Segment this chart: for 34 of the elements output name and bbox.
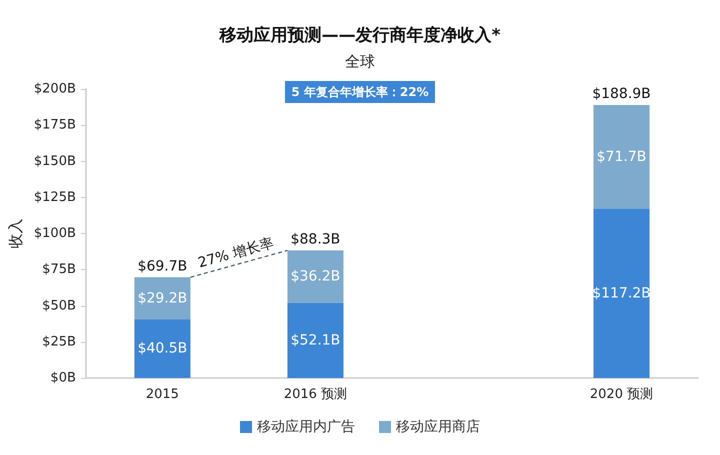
y-tick-label: $175B <box>34 118 76 133</box>
total-label: $88.3B <box>290 231 340 248</box>
bar <box>287 250 344 303</box>
y-tick-label: $125B <box>34 190 76 205</box>
y-tick-label: $50B <box>42 298 76 314</box>
bar <box>593 208 650 378</box>
bar <box>134 277 190 320</box>
total-label: $188.9B <box>592 86 651 102</box>
chart-subtitle: 全球 <box>345 52 375 70</box>
y-axis-title: 收入 <box>6 218 24 248</box>
x-tick-label: 2016 预测 <box>284 387 348 402</box>
x-tick-label: 2020 预测 <box>590 387 654 402</box>
bar <box>593 105 650 209</box>
data-label: $117.2B <box>592 285 651 302</box>
x-tick-label: 2015 <box>146 387 179 402</box>
data-label: $71.7B <box>596 148 646 165</box>
legend-label: 移动应用内广告 <box>257 419 355 435</box>
total-label: $69.7B <box>138 258 188 274</box>
annotation: 5 年复合年增长率：22% <box>291 85 429 99</box>
chart-title: 移动应用预测——发行商年度净收入* <box>218 26 501 46</box>
annotation: 27% 增长率 <box>196 235 276 272</box>
legend-label: 移动应用商店 <box>396 419 480 435</box>
bar <box>287 302 344 378</box>
data-label: $52.1B <box>290 332 340 348</box>
y-tick-label: $25B <box>42 334 76 350</box>
y-tick-label: $75B <box>42 262 76 278</box>
data-label: $40.5B <box>138 340 188 357</box>
data-label: $29.2B <box>138 290 188 306</box>
y-tick-label: $150B <box>34 154 76 169</box>
y-tick-label: $0B <box>50 370 76 386</box>
data-label: $36.2B <box>290 268 340 285</box>
y-tick-label: $100B <box>34 226 76 241</box>
bar <box>134 319 190 378</box>
y-tick-label: $200B <box>34 82 76 96</box>
